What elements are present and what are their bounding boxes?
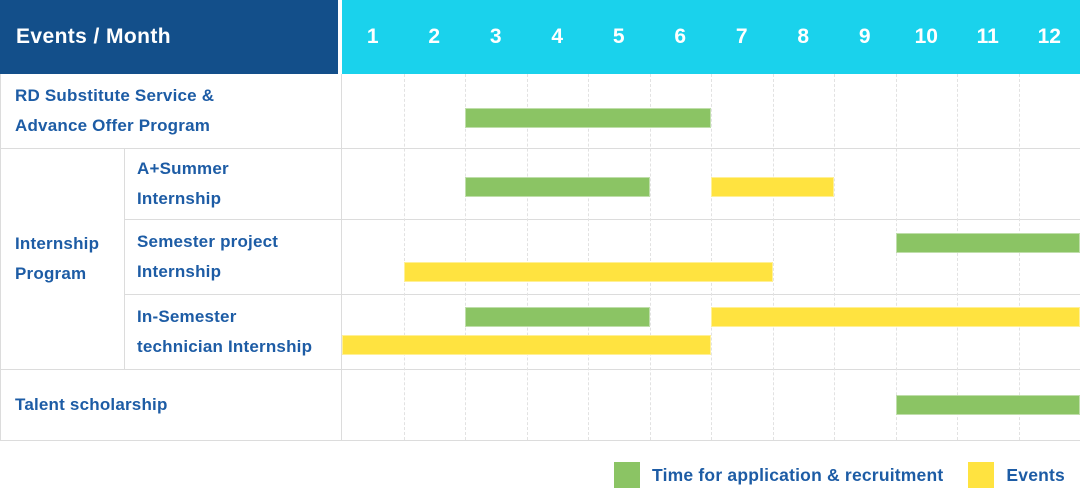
row-divider — [124, 219, 1080, 220]
legend-item-recruitment: Time for application & recruitment — [614, 462, 943, 488]
row-divider — [0, 148, 1080, 149]
month-gridline — [588, 74, 589, 440]
row-label-a-plus-summer: A+Summer Internship — [124, 148, 342, 219]
legend-item-events: Events — [968, 462, 1065, 488]
row-label-line: technician Internship — [137, 336, 313, 356]
row-label-line: Internship — [137, 261, 222, 281]
month-gridline — [895, 74, 897, 440]
month-header-cell: 2 — [428, 25, 441, 48]
row-label-semester-project: Semester project Internship — [124, 219, 342, 294]
gantt-bar-recruitment — [465, 108, 711, 128]
green-swatch-icon — [614, 462, 641, 488]
row-label-talent-scholarship: Talent scholarship — [0, 369, 342, 440]
month-header-cell: 8 — [797, 25, 810, 48]
month-header-cell: 4 — [551, 25, 564, 48]
row-divider — [0, 369, 1080, 370]
row-label-line: A+Summer — [137, 158, 229, 178]
row-label-in-semester-technician: In-Semester technician Internship — [124, 294, 342, 369]
group-label-internship-program: Internship Program — [0, 148, 124, 369]
month-header-cell: 7 — [735, 25, 748, 48]
month-header-row: 1 2 3 4 5 6 7 8 9 10 11 12 — [342, 0, 1080, 74]
row-divider — [124, 294, 1080, 295]
row-label-line: Semester project — [137, 231, 279, 251]
row-label-line: Advance Offer Program — [15, 116, 211, 135]
legend-label: Time for application & recruitment — [652, 464, 944, 485]
row-label-line: Internship — [137, 188, 222, 208]
month-gridline — [957, 74, 958, 440]
month-header-cell: 9 — [858, 25, 871, 48]
gantt-bar-event — [403, 262, 773, 282]
gantt-bar-recruitment — [465, 307, 650, 327]
header-title: Events / Month — [16, 25, 171, 48]
legend: Time for application & recruitment Event… — [614, 462, 1065, 488]
month-gridline — [465, 74, 466, 440]
label-chart-divider — [341, 74, 342, 440]
month-header-cell: 12 — [1037, 25, 1061, 48]
row-label-line: RD Substitute Service & — [15, 86, 215, 105]
month-gridline — [711, 74, 712, 440]
gantt-bar-recruitment — [465, 177, 650, 197]
month-gridline — [772, 74, 774, 440]
month-gridline — [403, 74, 405, 440]
group-label-line: Program — [15, 263, 87, 283]
month-gridline — [526, 74, 528, 440]
table-left-border — [0, 74, 1, 440]
month-header-cell: 1 — [366, 25, 379, 48]
row-label-line: In-Semester — [137, 306, 237, 326]
gantt-bar-event — [342, 335, 711, 355]
row-label-line: Talent scholarship — [15, 394, 168, 414]
month-header-cell: 3 — [489, 25, 502, 48]
month-header-cell: 11 — [976, 25, 999, 48]
header-events-month-cell: Events / Month — [0, 0, 338, 74]
group-label-line: Internship — [15, 233, 100, 253]
gantt-bar-event — [711, 177, 834, 197]
month-header-cell: 5 — [612, 25, 625, 48]
month-gridline — [649, 74, 651, 440]
row-label-rd-substitute: RD Substitute Service & Advance Offer Pr… — [0, 74, 342, 148]
legend-label: Events — [1006, 464, 1065, 485]
month-gridline — [834, 74, 835, 440]
month-header-cell: 10 — [914, 25, 938, 48]
month-gridline — [1018, 74, 1020, 440]
gantt-bar-recruitment — [895, 233, 1080, 253]
group-subcolumn-divider — [124, 148, 125, 369]
yellow-swatch-icon — [968, 462, 995, 488]
gantt-bar-recruitment — [895, 395, 1080, 415]
month-header-cell: 6 — [674, 25, 687, 48]
gantt-bar-event — [711, 307, 1080, 327]
table-bottom-border — [0, 440, 1080, 441]
